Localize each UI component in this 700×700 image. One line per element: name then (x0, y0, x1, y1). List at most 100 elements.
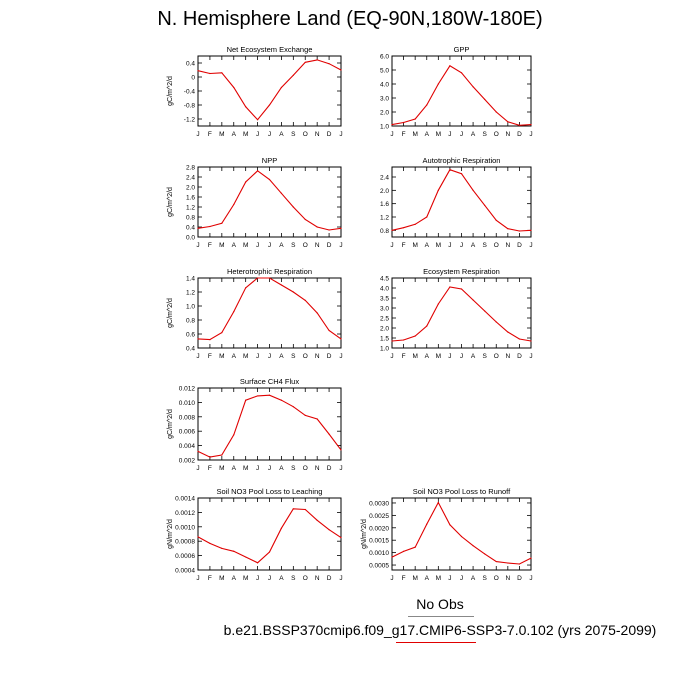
x-tick-label: S (291, 353, 296, 360)
data-point (340, 227, 342, 229)
x-tick-label: J (196, 353, 199, 360)
x-tick-label: N (505, 575, 510, 582)
x-tick-label: J (448, 131, 451, 138)
data-point (472, 86, 474, 88)
data-point (484, 310, 486, 312)
chart-panel-9: Soil NO3 Pool Loss to Runoff gN/m^2/d 0.00… (361, 487, 533, 582)
data-point (391, 124, 393, 126)
data-point (221, 222, 223, 224)
data-point (209, 542, 211, 544)
data-point (340, 537, 342, 539)
y-tick-label: 0.0005 (369, 563, 389, 570)
y-tick-label: 1.4 (186, 276, 195, 283)
data-point (328, 63, 330, 65)
data-point (530, 229, 532, 231)
data-point (221, 332, 223, 334)
panel-title: Surface CH4 Flux (240, 377, 299, 386)
x-tick-label: N (315, 465, 320, 472)
y-axis-label: gC/m^2/d (167, 76, 174, 106)
y-tick-label: 0.8 (186, 318, 195, 325)
y-tick-label: 2.0 (380, 326, 389, 333)
data-point (391, 229, 393, 231)
data-point (292, 206, 294, 208)
data-point (391, 556, 393, 558)
x-tick-label: F (208, 131, 212, 138)
data-point (280, 284, 283, 286)
y-axis-label: gN/m^2/d (361, 519, 368, 549)
y-tick-label: -0.8 (184, 103, 196, 110)
data-point (340, 449, 342, 451)
x-tick-label: J (268, 131, 271, 138)
data-point (316, 59, 318, 61)
series-line (197, 277, 342, 341)
x-tick-label: D (327, 131, 332, 138)
data-point (316, 418, 318, 420)
legend-obs-label: No Obs (416, 596, 464, 612)
x-tick-label: J (339, 353, 342, 360)
plot-frame (197, 497, 342, 571)
x-tick-label: J (196, 465, 199, 472)
x-tick-label: A (279, 131, 284, 138)
y-tick-label: 0.0012 (175, 510, 195, 517)
y-tick-label: 0.004 (179, 443, 196, 450)
data-point (472, 189, 474, 191)
legend-case-line (396, 642, 476, 643)
data-point (304, 508, 306, 511)
x-tick-label: O (494, 131, 499, 138)
x-tick-label: J (448, 353, 451, 360)
x-tick-label: J (390, 353, 393, 360)
data-point (518, 124, 521, 126)
x-tick-label: M (219, 465, 224, 472)
x-tick-label: S (291, 131, 296, 138)
page-title: N. Hemisphere Land (EQ-90N,180W-180E) (157, 8, 543, 30)
y-axis-label: gN/m^2/d (167, 519, 174, 549)
x-tick-label: O (303, 353, 308, 360)
series-line (391, 286, 532, 342)
data-point (245, 106, 247, 108)
data-point (414, 546, 416, 548)
x-tick-label: O (303, 131, 308, 138)
data-point (245, 399, 247, 401)
panel-title: Heterotrophic Respiration (227, 267, 312, 276)
x-tick-label: J (196, 242, 199, 249)
x-tick-label: J (339, 131, 342, 138)
x-tick-label: A (232, 131, 237, 138)
x-tick-label: M (219, 131, 224, 138)
panel-title: Soil NO3 Pool Loss to Runoff (413, 487, 511, 496)
data-point (304, 299, 306, 301)
y-tick-label: 1.6 (380, 201, 389, 208)
data-point (426, 523, 428, 525)
x-tick-label: N (315, 575, 320, 582)
x-tick-label: M (243, 575, 248, 582)
data-point (316, 519, 318, 521)
data-point (233, 311, 235, 313)
x-tick-label: A (232, 353, 237, 360)
data-point (449, 169, 451, 171)
data-point (256, 119, 259, 121)
y-tick-label: 2.5 (380, 316, 389, 323)
data-point (197, 536, 199, 538)
x-tick-label: M (243, 465, 248, 472)
data-point (414, 223, 416, 225)
data-point (221, 454, 223, 456)
x-tick-label: J (256, 353, 259, 360)
series-line (197, 59, 342, 121)
panel-title: Autotrophic Respiration (423, 156, 501, 165)
data-point (316, 312, 318, 314)
data-point (495, 111, 497, 113)
data-point (426, 325, 428, 327)
data-point (426, 104, 428, 106)
data-point (402, 339, 405, 341)
y-tick-label: 0.4 (186, 61, 195, 68)
x-tick-label: A (279, 465, 284, 472)
data-point (472, 545, 474, 547)
data-point (507, 562, 509, 564)
y-tick-label: 6.0 (380, 54, 389, 61)
y-tick-label: 0.010 (179, 400, 196, 407)
data-point (280, 527, 283, 529)
data-point (268, 277, 271, 279)
x-tick-label: S (482, 575, 487, 582)
x-tick-label: A (471, 575, 476, 582)
